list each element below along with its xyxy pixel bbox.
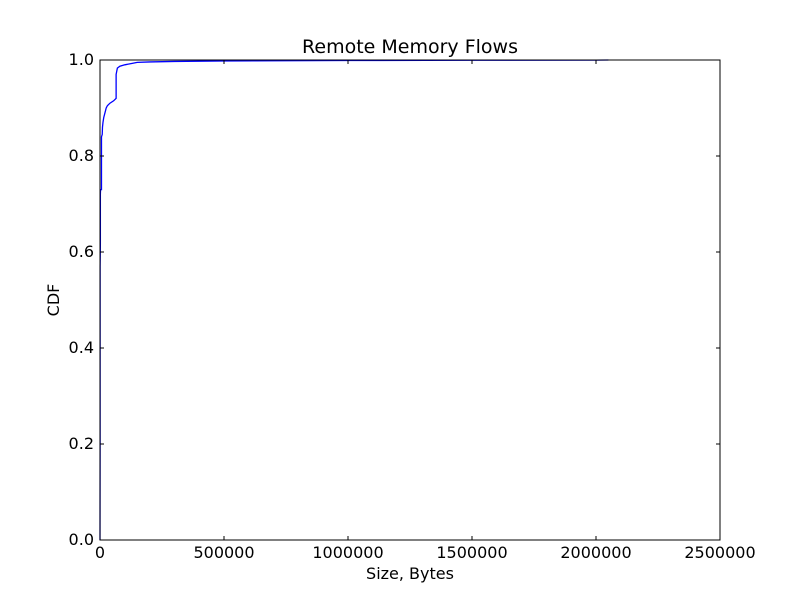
y-tick-label: 0.4: [69, 338, 94, 357]
plot-frame: [99, 59, 721, 541]
series-line-0: [99, 59, 609, 541]
y-tick-label: 0.8: [69, 146, 94, 165]
x-tick-label: 500000: [193, 543, 254, 562]
plot-area: 0 500000 1000000 1500000 2000000 2500000 0.0 0.…: [69, 50, 756, 562]
x-tick-label: 1000000: [312, 543, 383, 562]
x-tick-label: 2500000: [684, 543, 755, 562]
chart-title: Remote Memory Flows: [302, 36, 518, 58]
x-tick-label: 1500000: [436, 543, 507, 562]
y-tick-label: 1.0: [69, 50, 94, 69]
y-tick-label: 0.2: [69, 434, 94, 453]
y-tick-label: 0.0: [69, 530, 94, 549]
x-axis-label: Size, Bytes: [366, 564, 454, 583]
y-tick-label: 0.6: [69, 242, 94, 261]
y-axis-label: CDF: [44, 284, 63, 317]
x-tick-label: 2000000: [560, 543, 631, 562]
x-tick-label: 0: [95, 543, 105, 562]
